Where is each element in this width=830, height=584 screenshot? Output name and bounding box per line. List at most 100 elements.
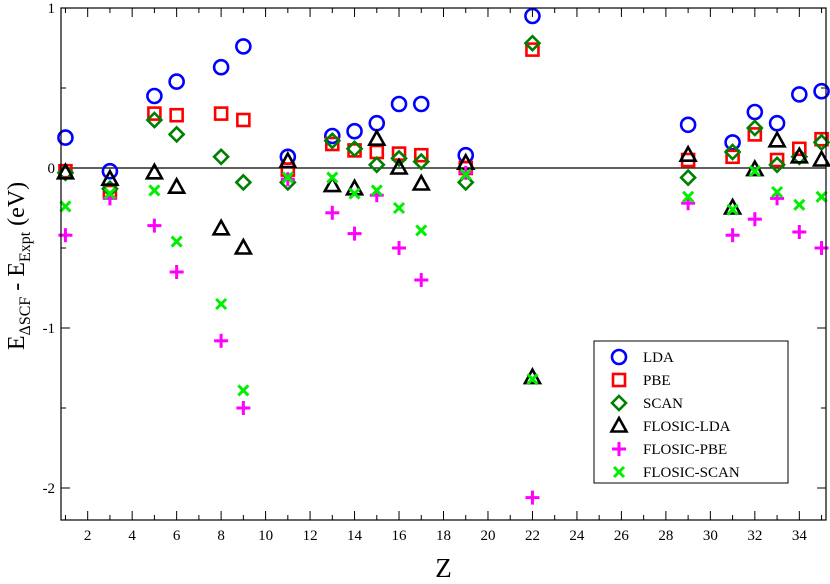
data-point [367,128,387,146]
data-point [281,171,294,184]
data-point [213,106,229,121]
data-point [682,190,695,203]
data-point [146,87,163,105]
data-point [214,333,229,348]
data-point [745,119,764,137]
y-axis-title-sub1: ΔSCF [17,297,34,336]
data-point [215,297,228,311]
data-point [169,265,184,279]
data-point [412,95,430,113]
data-point [322,174,343,193]
legend-marker [612,465,626,479]
data-point [144,162,165,180]
data-point [148,184,161,197]
series-scan [56,34,830,198]
x-tick-label: 6 [173,528,181,544]
x-tick-label: 14 [347,528,363,544]
x-tick-label: 12 [303,528,318,544]
data-point [345,139,364,158]
x-tick-label: 26 [614,528,630,544]
data-point [55,162,76,180]
x-tick-label: 10 [258,528,273,544]
y-axis-title: EΔSCF - EExpt (eV) [4,182,34,350]
legend-marker [612,442,626,456]
data-point [323,131,342,150]
marks-layer [55,7,830,505]
data-point [147,106,162,121]
data-point [392,241,407,255]
data-point [325,205,340,220]
data-point [347,226,362,241]
data-point [771,185,784,199]
data-point [811,149,830,167]
y-axis-title-sub2: Expt [17,231,34,262]
legend-box [593,340,789,484]
data-point [456,173,475,192]
data-point [413,147,429,163]
legend-label: PBE [643,373,671,389]
data-point [145,111,164,129]
data-point [101,162,119,180]
data-point [168,73,185,90]
data-point [237,384,250,397]
y-axis-title-base: E [4,335,30,350]
data-point [790,147,809,166]
legend-label: LDA [643,350,674,366]
data-point [813,82,830,100]
data-point [768,155,786,174]
x-tick-label: 2 [84,528,92,544]
data-point [792,141,807,157]
series-lda [57,7,830,180]
data-point [524,7,541,25]
data-point [815,190,828,203]
x-tick-label: 20 [480,528,495,544]
series-flosic-lda [55,128,830,385]
plot-frame [60,7,827,521]
legend-marker [610,348,628,366]
data-point [235,38,252,55]
y-tick-label: 0 [48,161,56,177]
data-point [326,171,339,184]
data-point [747,127,763,142]
data-point [236,112,251,128]
series-flosic-scan [59,165,828,397]
x-tick-label: 30 [703,528,718,544]
y-tick-label: -2 [43,481,56,497]
data-point [679,116,697,134]
x-tick-label: 28 [658,528,673,544]
data-point [57,129,74,146]
data-point [724,134,741,151]
data-point [747,212,762,227]
data-point [169,107,184,123]
legend-label: FLOSIC-SCAN [643,465,740,481]
ticks-layer: 2 4 6 8 10 12 14 16 18 20 22 24 26 28 30 32 34-2-101 [43,1,826,544]
data-point [325,136,340,152]
data-point [392,201,406,215]
data-point [167,125,186,144]
data-point [793,198,806,211]
data-point [211,218,231,236]
legend-label: SCAN [643,396,683,412]
data-point [769,152,785,168]
data-point [767,130,787,148]
legend: LDA PBE SCAN FLOSIC-LDA FLOSIC-PBE FLOSIC-SCA… [593,340,789,484]
y-tick-label: -1 [43,321,56,337]
data-point [525,490,540,505]
data-point [726,203,739,216]
data-point [526,373,539,386]
y-axis-title-unit: (eV) [4,182,30,232]
x-tick-label: 32 [747,528,762,544]
data-point [523,34,542,53]
data-point [348,187,361,200]
data-point [100,168,120,186]
data-point [367,155,386,174]
data-point [346,122,363,140]
data-point [725,149,740,165]
legend-label: FLOSIC-PBE [643,442,727,458]
data-point [748,165,761,178]
y-tick-label: 1 [48,1,56,17]
data-point [234,173,253,192]
data-point [459,168,472,181]
data-point [390,149,408,168]
legend-marker [609,415,629,433]
